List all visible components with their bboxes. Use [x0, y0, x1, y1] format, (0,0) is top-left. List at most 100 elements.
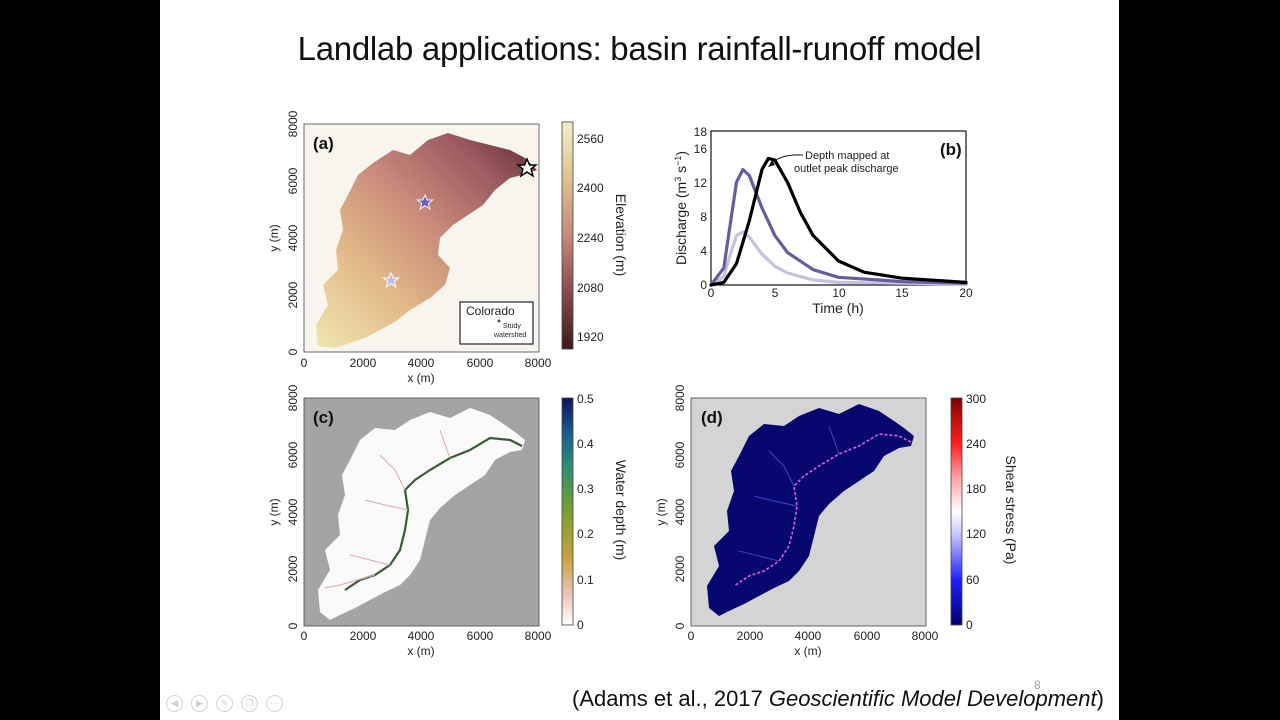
panel-d-y-tick: 0: [673, 622, 687, 629]
panel-a-x-ticks: 0 2000 4000 6000 8000: [301, 356, 552, 370]
panel-a-colorbar: 1920 2080 2240 2400 2560 Elevation (m): [561, 121, 629, 350]
panel-d-x-tick: 6000: [854, 629, 881, 643]
colorbar-tick: 0.3: [577, 482, 594, 496]
panel-b-y-ticks: 0 4 8 12 16 18: [694, 125, 708, 292]
panel-c-colorbar: 0 0.1 0.2 0.3 0.4 0.5 Water depth (m): [561, 392, 629, 632]
panel-c-x-ticks: 0 2000 4000 6000 8000: [301, 629, 552, 643]
panel-d-y-ticks: 0 2000 4000 6000 8000: [673, 384, 687, 629]
slide-title: Landlab applications: basin rainfall-run…: [297, 30, 982, 67]
panel-c-y-tick: 0: [286, 622, 300, 629]
panel-b-x-tick: 5: [772, 286, 779, 300]
colorbar-tick: 60: [966, 573, 980, 587]
panel-c-x-tick: 4000: [408, 629, 435, 643]
panel-d-main-channel: [733, 433, 912, 587]
citation: (Adams et al., 2017 Geoscientific Model …: [572, 686, 1104, 712]
inset-label-2: watershed: [493, 332, 526, 339]
panel-b-x-tick: 20: [959, 286, 973, 300]
panel-c-y-tick: 6000: [286, 441, 300, 468]
panel-b-label: (b): [940, 140, 962, 159]
panel-d-y-label: y (m): [654, 498, 668, 525]
colorbar-tick: 120: [966, 527, 986, 541]
colorbar-tick: 1920: [577, 330, 604, 344]
colorbar-label: Shear stress (Pa): [1003, 456, 1019, 565]
discharge-series-line: [709, 167, 968, 287]
citation-prefix: (Adams et al., 2017: [572, 686, 769, 711]
panel-c-x-label: x (m): [407, 644, 434, 658]
panel-d-shear-stress-map: (d) 0 2000 4000 6000 8000 0 2000 4000 60…: [654, 384, 1019, 658]
slideshow-controls: ◀ ▶ ✎ ❐ ⋯: [166, 695, 283, 712]
discharge-series-group: [709, 156, 968, 287]
panel-a-x-tick: 4000: [408, 356, 435, 370]
panel-a-elevation-map: (a) Colorado Study watershed 0 2000 4000…: [267, 110, 629, 385]
slide: Landlab applications: basin rainfall-run…: [160, 0, 1119, 720]
panel-b-y-tick: 12: [694, 176, 708, 190]
previous-icon[interactable]: ◀: [166, 695, 183, 712]
panel-b-discharge-chart: (b) 0 5 10 15 20 0 4 8 12 16 18 Time (h)…: [673, 125, 973, 316]
panel-a-y-tick: 0: [286, 348, 300, 355]
panel-a-label: (a): [313, 134, 334, 153]
colorbar-tick: 0.5: [577, 392, 594, 406]
more-icon[interactable]: ⋯: [266, 695, 283, 712]
panel-a-x-tick: 8000: [525, 356, 552, 370]
panel-a-y-tick: 6000: [286, 167, 300, 194]
inset-colorado-map: Colorado Study watershed: [459, 301, 534, 345]
page-number: 8: [1034, 678, 1041, 692]
discharge-series-line: [709, 156, 968, 287]
panel-d-x-tick: 2000: [737, 629, 764, 643]
colorbar-tick: 0: [966, 618, 973, 632]
pen-icon[interactable]: ✎: [216, 695, 233, 712]
citation-journal: Geoscientific Model Development: [768, 686, 1097, 711]
panel-c-x-tick: 6000: [467, 629, 494, 643]
star-marker-outlet: [516, 157, 538, 178]
panel-b-x-tick: 15: [895, 286, 909, 300]
panel-b-y-tick: 0: [700, 278, 707, 292]
colorbar-tick: 0: [577, 618, 584, 632]
panel-a-x-tick: 6000: [467, 356, 494, 370]
panel-c-water-depth-map: (c) 0 2000 4000 6000 8000 0 2000 4000 60…: [267, 384, 629, 658]
colorbar-tick: 240: [966, 437, 986, 451]
star-marker-upper: [382, 271, 400, 289]
panel-b-x-ticks: 0 5 10 15 20: [708, 286, 973, 300]
inset-title: Colorado: [466, 304, 515, 318]
colorbar-tick: 300: [966, 392, 986, 406]
panel-c-y-tick: 8000: [286, 384, 300, 411]
panel-d-x-label: x (m): [794, 644, 821, 658]
panel-c-y-ticks: 0 2000 4000 6000 8000: [286, 384, 300, 629]
panel-b-y-tick: 18: [694, 125, 708, 139]
panel-b-y-tick: 8: [700, 210, 707, 224]
panel-d-label: (d): [701, 408, 723, 427]
colorbar-tick: 0.1: [577, 573, 594, 587]
panel-b-x-label: Time (h): [812, 300, 864, 316]
colorbar-label: Water depth (m): [613, 460, 629, 561]
colorbar-tick: 2560: [577, 132, 604, 146]
panel-d-tributary: [738, 425, 840, 562]
colorbar-tick: 2080: [577, 281, 604, 295]
panel-b-y-tick: 4: [700, 244, 707, 258]
panel-c-x-tick: 2000: [350, 629, 377, 643]
panel-b-y-label: Discharge (m3 s−1): [673, 151, 689, 265]
panel-a-basin-shape: [316, 133, 537, 348]
panel-a-y-ticks: 0 2000 4000 6000 8000: [286, 110, 300, 355]
panel-d-y-tick: 6000: [673, 441, 687, 468]
colorbar-tick: 2400: [577, 181, 604, 195]
panel-d-y-tick: 2000: [673, 555, 687, 582]
panel-a-x-tick: 2000: [350, 356, 377, 370]
copy-icon[interactable]: ❐: [241, 695, 258, 712]
annotation-arrowhead: [768, 160, 775, 167]
next-icon[interactable]: ▶: [191, 695, 208, 712]
panel-a-y-tick: 4000: [286, 224, 300, 251]
colorbar-tick: 180: [966, 482, 986, 496]
panel-b-y-tick: 16: [694, 142, 708, 156]
panel-a-y-label: y (m): [267, 224, 281, 251]
panel-d-x-tick: 4000: [795, 629, 822, 643]
panel-d-x-ticks: 0 2000 4000 6000 8000: [688, 629, 939, 643]
panel-d-colorbar: 0 60 120 180 240 300 Shear stress (Pa): [950, 392, 1019, 632]
panel-a-x-tick: 0: [301, 356, 308, 370]
panel-a-y-tick: 2000: [286, 281, 300, 308]
panel-d-x-tick: 8000: [912, 629, 939, 643]
figure-four-panels: (a) Colorado Study watershed 0 2000 4000…: [267, 110, 1019, 658]
panel-c-y-label: y (m): [267, 498, 281, 525]
discharge-series-line: [709, 230, 968, 287]
panel-c-x-tick: 8000: [525, 629, 552, 643]
star-marker-mid: [416, 193, 434, 211]
